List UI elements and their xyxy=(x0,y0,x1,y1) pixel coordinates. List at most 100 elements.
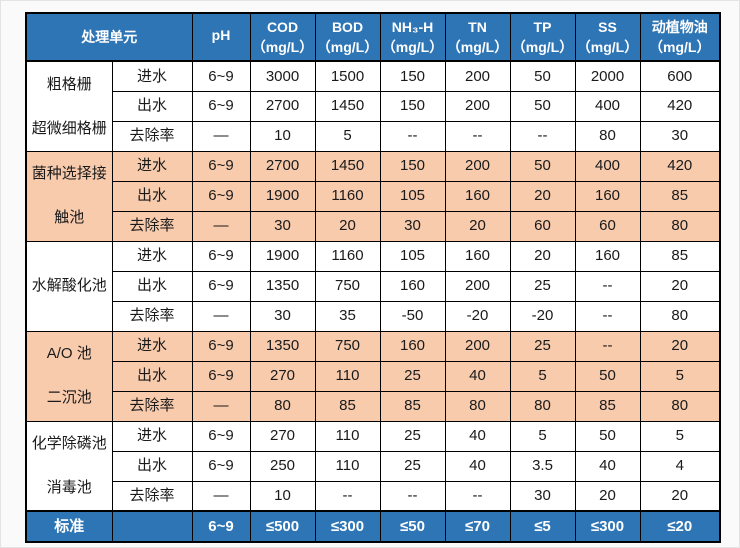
unit-name-cell: A/O 池二沉池 xyxy=(25,330,113,422)
header-cod-line1: COD xyxy=(266,19,299,36)
data-value-cell: 80 xyxy=(639,210,721,242)
row-type-cell: 出水 xyxy=(111,90,193,122)
unit-name-line: 菌种选择接 xyxy=(31,165,107,183)
data-value-cell: 20 xyxy=(639,270,721,302)
table-body: 粗格栅 超微细格栅 进水 6~9 3000 1500 150 200 50 2000 600 出水 6~… xyxy=(25,60,721,543)
data-value-cell: 20 xyxy=(444,210,511,242)
ph-value-cell: — xyxy=(191,390,251,422)
unit-name-cell: 菌种选择接 触池 xyxy=(25,150,113,242)
data-value-cell: 40 xyxy=(444,450,511,482)
standard-label-cell: 标准 xyxy=(25,510,113,543)
row-type-cell: 进水 xyxy=(111,420,193,452)
ph-value-cell: 6~9 xyxy=(191,360,251,392)
data-value-cell: 50 xyxy=(574,420,641,452)
ph-value-cell: 6~9 xyxy=(191,240,251,272)
data-value-cell: 25 xyxy=(379,450,446,482)
data-value-cell: 30 xyxy=(639,120,721,152)
data-value-cell: 150 xyxy=(379,60,446,92)
data-value-cell: 160 xyxy=(379,330,446,362)
data-value-cell: 1350 xyxy=(249,330,316,362)
table-row: 出水 6~9 1900 1160 105 160 20 160 85 xyxy=(26,180,721,212)
data-value-cell: 105 xyxy=(379,180,446,212)
header-tp-line1: TP xyxy=(533,19,552,36)
header-tp-line2: （mg/L） xyxy=(511,38,574,55)
data-value-cell: 85 xyxy=(314,390,381,422)
header-oil-line1: 动植物油 xyxy=(651,19,708,36)
unit-name-cell: 化学除磷池 消毒池 xyxy=(25,420,113,512)
ph-value-cell: 6~9 xyxy=(191,330,251,362)
unit-name-line: A/O 池 xyxy=(46,345,92,363)
standard-value-cell: ≤50 xyxy=(379,510,446,543)
data-value-cell: 160 xyxy=(379,270,446,302)
data-value-cell: 30 xyxy=(509,480,576,512)
ph-value-cell: 6~9 xyxy=(191,450,251,482)
table-row: 出水 6~9 1350 750 160 200 25 -- 20 xyxy=(26,270,721,302)
data-value-cell: 1160 xyxy=(314,180,381,212)
standard-value-cell: ≤300 xyxy=(574,510,641,543)
row-type-cell: 出水 xyxy=(111,180,193,212)
standard-value-cell: ≤300 xyxy=(314,510,381,543)
data-value-cell: -- xyxy=(574,270,641,302)
data-value-cell: 40 xyxy=(574,450,641,482)
data-value-cell: 85 xyxy=(639,180,721,212)
data-value-cell: 35 xyxy=(314,300,381,332)
data-value-cell: 20 xyxy=(509,240,576,272)
unit-name-line: 化学除磷池 xyxy=(31,435,107,453)
data-value-cell: 50 xyxy=(509,150,576,182)
header-cod: COD （mg/L） xyxy=(249,12,316,62)
data-value-cell: -50 xyxy=(379,300,446,332)
row-type-cell: 去除率 xyxy=(111,210,193,242)
unit-name-line: 二沉池 xyxy=(46,389,92,407)
header-bod-line1: BOD xyxy=(331,19,364,36)
table-row: 去除率 —10 5 -- -- -- 80 30 xyxy=(26,120,721,152)
header-tn-line1: TN xyxy=(468,19,487,36)
ph-value-cell: 6~9 xyxy=(191,60,251,92)
row-type-cell: 出水 xyxy=(111,270,193,302)
data-value-cell: 20 xyxy=(639,480,721,512)
ph-value-cell: 6~9 xyxy=(191,150,251,182)
data-value-cell: 80 xyxy=(249,390,316,422)
ph-value-cell: — xyxy=(191,300,251,332)
data-value-cell: 2000 xyxy=(574,60,641,92)
header-ss-line1: SS xyxy=(598,19,617,36)
data-value-cell: 1350 xyxy=(249,270,316,302)
data-value-cell: 270 xyxy=(249,360,316,392)
data-value-cell: 20 xyxy=(509,180,576,212)
data-value-cell: 20 xyxy=(639,330,721,362)
data-value-cell: 80 xyxy=(639,300,721,332)
data-value-cell: 30 xyxy=(249,300,316,332)
data-value-cell: 25 xyxy=(379,420,446,452)
table-row: 去除率 —30 35 -50 -20 -20 -- 80 xyxy=(26,300,721,332)
data-value-cell: -- xyxy=(314,480,381,512)
table-row: 去除率 —80 85 85 80 80 85 80 xyxy=(26,390,721,422)
table-row: 粗格栅 超微细格栅 进水 6~9 3000 1500 150 200 50 2000 600 xyxy=(25,60,721,152)
table-row: 出水 6~9 2700 1450 150 200 50 400 420 xyxy=(26,90,721,122)
header-ss: SS （mg/L） xyxy=(574,12,641,62)
data-value-cell: 750 xyxy=(314,330,381,362)
header-tp: TP （mg/L） xyxy=(509,12,576,62)
data-value-cell: 80 xyxy=(639,390,721,422)
data-value-cell: 200 xyxy=(444,90,511,122)
data-value-cell: -- xyxy=(444,480,511,512)
data-value-cell: 3.5 xyxy=(509,450,576,482)
table-row: 出水 6~9 270 110 25 40 5 50 5 xyxy=(26,360,721,392)
data-value-cell: 50 xyxy=(509,90,576,122)
data-value-cell: 400 xyxy=(574,90,641,122)
row-type-cell: 出水 xyxy=(111,450,193,482)
header-bod: BOD （mg/L） xyxy=(314,12,381,62)
data-value-cell: -20 xyxy=(444,300,511,332)
data-value-cell: 600 xyxy=(639,60,721,92)
data-value-cell: 40 xyxy=(444,360,511,392)
data-value-cell: 1500 xyxy=(314,60,381,92)
data-value-cell: 3000 xyxy=(249,60,316,92)
row-type-cell: 出水 xyxy=(111,360,193,392)
data-value-cell: 5 xyxy=(509,360,576,392)
data-value-cell: 85 xyxy=(574,390,641,422)
standard-ph-cell: 6~9 xyxy=(191,510,251,543)
data-value-cell: 150 xyxy=(379,150,446,182)
table-row: 出水 6~9 250 110 25 40 3.5 40 4 xyxy=(26,450,721,482)
table-row: 去除率 —30 20 30 20 60 60 80 xyxy=(26,210,721,242)
header-nh3h-line1: NH₃-H xyxy=(391,19,434,36)
table-row: 水解酸化池 进水 6~9 1900 1160 105 160 20 160 85 xyxy=(25,240,721,332)
header-bod-line2: （mg/L） xyxy=(316,38,379,55)
